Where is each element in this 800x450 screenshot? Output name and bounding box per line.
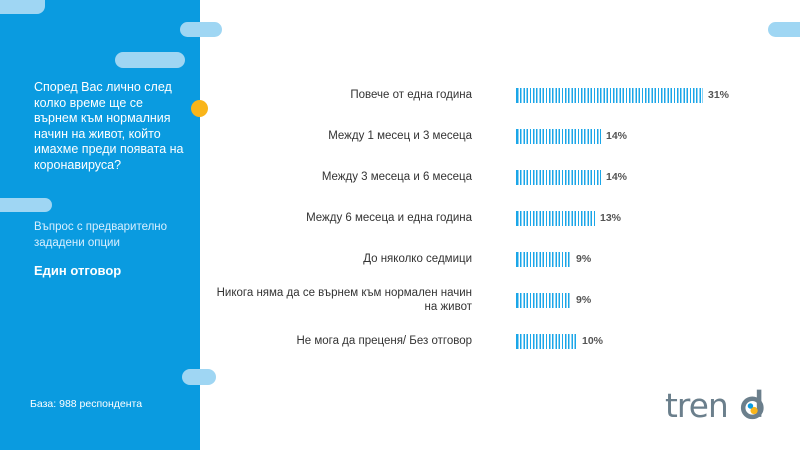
trend-logo: tren bbox=[665, 387, 764, 425]
bar bbox=[516, 170, 601, 185]
category-label: Между 6 месеца и една година bbox=[306, 212, 472, 224]
value-label: 31% bbox=[708, 89, 730, 101]
value-label: 9% bbox=[576, 253, 592, 265]
decor-pill bbox=[0, 0, 45, 14]
answer-mode-text: Един отговор bbox=[34, 263, 122, 278]
decor-pill bbox=[182, 369, 216, 385]
decor-pill bbox=[115, 52, 185, 68]
decor-dot bbox=[191, 100, 208, 117]
base-text: База: 988 респондента bbox=[30, 398, 143, 410]
bar bbox=[516, 252, 571, 267]
category-label: Между 1 месец и 3 месеца bbox=[328, 130, 472, 142]
category-label: Не мога да преценя/ Без отговор bbox=[296, 335, 472, 347]
bar bbox=[516, 334, 577, 349]
bar bbox=[516, 211, 595, 226]
bar bbox=[516, 293, 571, 308]
question-text: Според Вас лично след колко време ще се … bbox=[34, 80, 184, 172]
decor-pill bbox=[768, 22, 800, 37]
bar bbox=[516, 88, 703, 103]
category-label: До няколко седмици bbox=[363, 253, 472, 265]
question-type-text: Въпрос с предварително зададени опции bbox=[34, 221, 168, 249]
category-label: Между 3 месеца и 6 месеца bbox=[321, 171, 472, 183]
sidebar: Според Вас лично след колко време ще се … bbox=[0, 0, 200, 450]
value-label: 13% bbox=[600, 212, 622, 224]
value-label: 9% bbox=[576, 294, 592, 306]
category-label: Повече от една година bbox=[350, 89, 472, 101]
decor-pill bbox=[0, 198, 52, 212]
value-label: 14% bbox=[606, 171, 628, 183]
decor-pill bbox=[180, 22, 222, 37]
value-label: 14% bbox=[606, 130, 628, 142]
bar bbox=[516, 129, 601, 144]
category-label: Никога няма да се върнем към нормален на… bbox=[216, 287, 472, 313]
svg-text:tren: tren bbox=[665, 387, 728, 425]
value-label: 10% bbox=[582, 335, 604, 347]
